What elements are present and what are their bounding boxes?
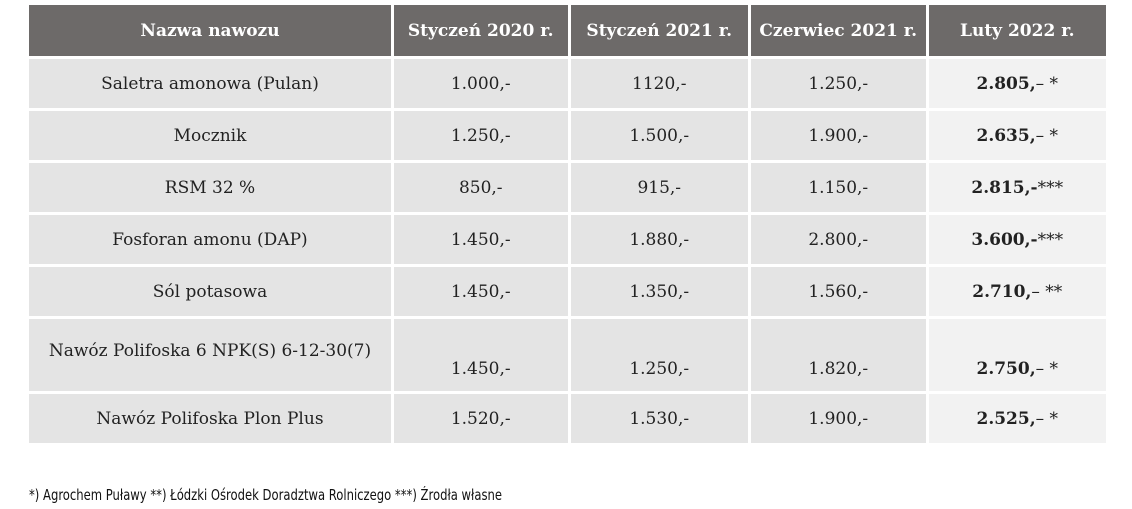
price-jan-2021-cell: 1.500,- bbox=[570, 111, 748, 160]
fertilizer-name-cell: Nawóz Polifoska 6 NPK(S) 6-12-30(7) bbox=[29, 319, 391, 391]
price-feb-2022-cell: 2.635, – * bbox=[928, 111, 1107, 160]
price-jan-2021-cell: 915,- bbox=[570, 163, 748, 212]
price-feb-2022-cell: 2.710, – ** bbox=[928, 267, 1107, 316]
table-row: Nawóz Polifoska Plon Plus 1.520,- 1.530,… bbox=[29, 394, 1107, 443]
price-feb-2022-value: 2.815,- bbox=[971, 177, 1038, 198]
header-jan-2021: Styczeń 2021 r. bbox=[570, 5, 748, 56]
price-jun-2021-cell: 1.900,- bbox=[751, 394, 926, 443]
price-feb-2022-value: 2.525, bbox=[976, 408, 1036, 429]
price-jan-2021-cell: 1120,- bbox=[570, 59, 748, 108]
table-row: Fosforan amonu (DAP) 1.450,- 1.880,- 2.8… bbox=[29, 215, 1107, 264]
fertilizer-name-cell: Nawóz Polifoska Plon Plus bbox=[29, 394, 391, 443]
source-marker: – ** bbox=[1031, 281, 1063, 302]
price-feb-2022-value: 3.600,- bbox=[971, 229, 1038, 250]
price-feb-2022-value: 2.750, bbox=[976, 359, 1036, 379]
fertilizer-name-cell: Sól potasowa bbox=[29, 267, 391, 316]
fertilizer-name-cell: RSM 32 % bbox=[29, 163, 391, 212]
price-feb-2022-value: 2.805, bbox=[976, 73, 1036, 94]
price-jun-2021-cell: 1.820,- bbox=[751, 319, 926, 391]
price-feb-2022-cell: 2.815,- *** bbox=[928, 163, 1107, 212]
price-jan-2020-cell: 1.000,- bbox=[393, 59, 568, 108]
price-feb-2022-cell: 3.600,- *** bbox=[928, 215, 1107, 264]
source-footnote: *) Agrochem Puławy **) Łódzki Ośrodek Do… bbox=[29, 486, 502, 504]
table-row: Mocznik 1.250,- 1.500,- 1.900,- 2.635, – … bbox=[29, 111, 1107, 160]
price-jan-2021-cell: 1.530,- bbox=[570, 394, 748, 443]
price-feb-2022-cell: 2.525, – * bbox=[928, 394, 1107, 443]
fertilizer-name-cell: Fosforan amonu (DAP) bbox=[29, 215, 391, 264]
header-jun-2021: Czerwiec 2021 r. bbox=[751, 5, 926, 56]
source-marker: – * bbox=[1035, 359, 1059, 379]
price-jan-2020-cell: 1.450,- bbox=[393, 319, 568, 391]
price-jan-2020-cell: 850,- bbox=[393, 163, 568, 212]
price-feb-2022-cell: 2.750, – * bbox=[928, 319, 1107, 391]
price-jan-2020-cell: 1.250,- bbox=[393, 111, 568, 160]
price-jun-2021-cell: 1.150,- bbox=[751, 163, 926, 212]
source-marker: – * bbox=[1035, 73, 1059, 94]
source-marker: – * bbox=[1035, 408, 1059, 429]
price-jan-2020-cell: 1.520,- bbox=[393, 394, 568, 443]
price-jun-2021-cell: 1.900,- bbox=[751, 111, 926, 160]
price-feb-2022-value: 2.710, bbox=[972, 281, 1032, 302]
source-marker: – * bbox=[1035, 125, 1059, 146]
table-header-row: Nazwa nawozu Styczeń 2020 r. Styczeń 202… bbox=[29, 5, 1107, 56]
price-jun-2021-cell: 2.800,- bbox=[751, 215, 926, 264]
header-feb-2022: Luty 2022 r. bbox=[928, 5, 1107, 56]
fertilizer-name-cell: Saletra amonowa (Pulan) bbox=[29, 59, 391, 108]
price-jan-2020-cell: 1.450,- bbox=[393, 267, 568, 316]
price-jan-2020-cell: 1.450,- bbox=[393, 215, 568, 264]
price-jan-2021-cell: 1.880,- bbox=[570, 215, 748, 264]
fertilizer-price-table: Nazwa nawozu Styczeń 2020 r. Styczeń 202… bbox=[29, 5, 1107, 446]
price-feb-2022-value: 2.635, bbox=[976, 125, 1036, 146]
table-row: Nawóz Polifoska 6 NPK(S) 6-12-30(7) 1.45… bbox=[29, 319, 1107, 391]
price-jun-2021-cell: 1.560,- bbox=[751, 267, 926, 316]
source-marker: *** bbox=[1037, 177, 1064, 198]
price-jan-2021-cell: 1.350,- bbox=[570, 267, 748, 316]
header-fertilizer-name: Nazwa nawozu bbox=[29, 5, 391, 56]
table-row: RSM 32 % 850,- 915,- 1.150,- 2.815,- *** bbox=[29, 163, 1107, 212]
fertilizer-name-cell: Mocznik bbox=[29, 111, 391, 160]
price-jan-2021-cell: 1.250,- bbox=[570, 319, 748, 391]
price-jun-2021-cell: 1.250,- bbox=[751, 59, 926, 108]
price-feb-2022-cell: 2.805, – * bbox=[928, 59, 1107, 108]
header-jan-2020: Styczeń 2020 r. bbox=[393, 5, 568, 56]
source-marker: *** bbox=[1037, 229, 1064, 250]
table-row: Saletra amonowa (Pulan) 1.000,- 1120,- 1… bbox=[29, 59, 1107, 108]
table-row: Sól potasowa 1.450,- 1.350,- 1.560,- 2.7… bbox=[29, 267, 1107, 316]
